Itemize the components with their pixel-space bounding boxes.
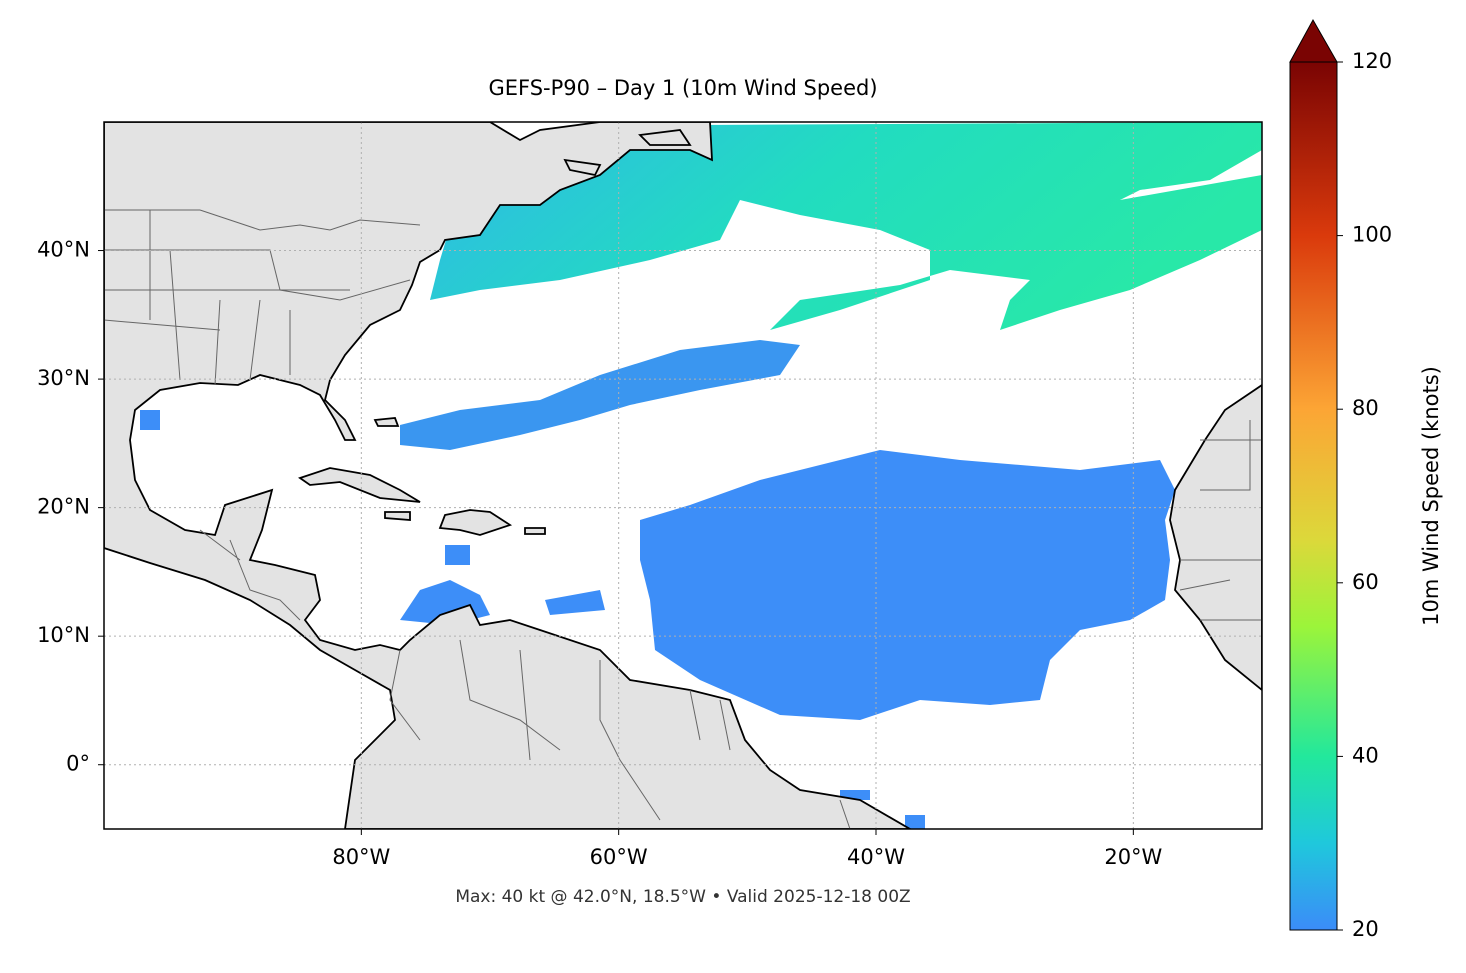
y-tick-label: 20°N [37,495,90,519]
x-tick-label: 40°W [847,845,905,869]
colorbar-tick-label: 20 [1352,917,1379,941]
colorbar-tick-label: 80 [1352,396,1379,420]
y-tick-label: 0° [66,752,90,776]
colorbar-tick-label: 60 [1352,570,1379,594]
x-tick-label: 20°W [1104,845,1162,869]
colorbar [1289,61,1338,931]
colorbar-label: 10m Wind Speed (knots) [1419,366,1443,626]
map-title: GEFS-P90 – Day 1 (10m Wind Speed) [488,76,877,100]
borders [104,209,1262,829]
colorbar-tick-label: 40 [1352,743,1379,767]
map-area [104,122,1262,829]
americas [104,122,912,829]
colorbar-tick-label: 100 [1352,223,1392,247]
islands [298,129,692,536]
map-frame [103,121,1263,830]
x-tick-label: 60°W [590,845,648,869]
y-tick-label: 30°N [37,366,90,390]
y-tick-label: 40°N [37,238,90,262]
footnote: Max: 40 kt @ 42.0°N, 18.5°W • Valid 2025… [455,887,910,907]
wind-field [104,122,1262,829]
colorbar-tick-label: 120 [1352,49,1392,73]
x-tick-label: 80°W [332,845,390,869]
y-tick-label: 10°N [37,623,90,647]
colorbar-extend [1289,18,1338,63]
